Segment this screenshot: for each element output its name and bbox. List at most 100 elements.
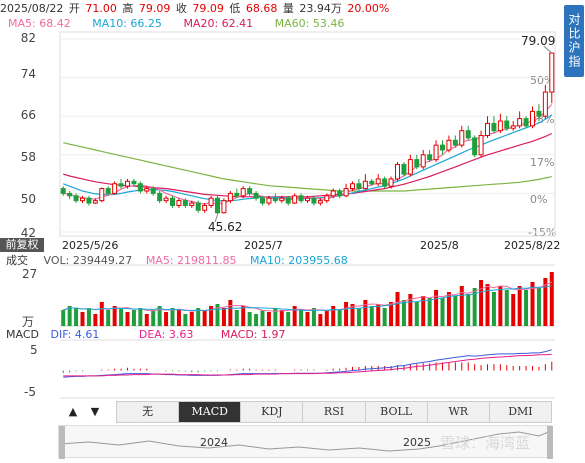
volume-bar	[440, 298, 445, 326]
vol-value: VOL: 239449.27	[43, 254, 133, 267]
candle-body	[305, 197, 310, 202]
candle-body	[125, 180, 130, 187]
volume-unit: 万	[22, 315, 35, 329]
tab-kdj[interactable]: KDJ	[241, 402, 304, 422]
candle-body	[433, 144, 439, 161]
ma10-legend: MA10: 66.25	[92, 17, 162, 30]
range-navigator[interactable]	[58, 425, 554, 459]
low-label: 低	[229, 2, 241, 15]
close-label: 收	[175, 2, 187, 15]
navigator-year: 2024	[200, 436, 228, 449]
compare-index-button[interactable]: 对比沪指	[564, 5, 584, 77]
chart-annotations	[214, 45, 553, 223]
candle-body	[144, 188, 150, 192]
candle-body	[478, 135, 484, 156]
stock-chart[interactable]	[0, 0, 585, 400]
candle-body	[485, 122, 490, 136]
volume-bar	[119, 308, 124, 326]
tab-dmi[interactable]: DMI	[508, 405, 533, 418]
date-tick: 2025/8/22	[504, 239, 561, 252]
volume-bar	[414, 302, 419, 326]
candle-body	[497, 120, 503, 132]
volume-bar	[273, 308, 278, 326]
ma20-legend: MA20: 62.41	[183, 17, 254, 30]
volume-bar	[331, 306, 336, 326]
candle-body	[536, 110, 542, 117]
price-tick: 82	[20, 31, 36, 45]
candle-body	[350, 183, 355, 190]
volume-bar	[421, 296, 426, 326]
volume-bar	[292, 306, 297, 326]
candle-body	[407, 159, 413, 175]
candle-body	[189, 202, 195, 206]
high-value: 79.09	[138, 2, 171, 15]
volume-bar	[157, 306, 162, 326]
low-pointer	[214, 214, 218, 223]
quote-info-bar: 2025/08/22 开 71.00 高 79.09 收 79.09 低 68.…	[0, 0, 560, 16]
volume-bar	[189, 312, 194, 326]
volume-bar	[138, 308, 143, 326]
pct-tick: 17%	[530, 156, 555, 169]
candle-body	[67, 192, 73, 197]
vol-ma5-line	[63, 281, 553, 312]
volume-bar	[183, 314, 188, 326]
candle-body	[227, 192, 233, 202]
candle-body	[452, 139, 458, 146]
tab-macd[interactable]: MACD	[179, 402, 242, 422]
volume-panel-header: 成交 VOL: 239449.27 MA5: 219811.85 MA10: 2…	[6, 252, 348, 268]
volume-bar	[86, 308, 91, 326]
volume-bar	[549, 272, 554, 326]
open-label: 开	[68, 2, 80, 15]
navigator-left-handle[interactable]	[59, 426, 65, 459]
price-tick: 42	[20, 226, 36, 240]
candle-body	[182, 200, 188, 206]
volume-bar	[170, 308, 175, 326]
volume-bar	[389, 302, 394, 326]
volume-bar	[498, 286, 503, 326]
volume-bar	[453, 296, 458, 326]
volume-bar	[485, 284, 490, 326]
volume-bar	[472, 288, 477, 326]
candlesticks	[60, 52, 555, 215]
candle-body	[330, 190, 336, 197]
volume-bar	[369, 306, 374, 326]
volume-bar	[241, 306, 246, 326]
tab-wr[interactable]: WR	[428, 402, 490, 422]
volume-bar	[151, 310, 156, 326]
candle-body	[504, 120, 510, 129]
tab-none[interactable]: 无	[117, 402, 180, 422]
tab-rsi[interactable]: RSI	[303, 402, 366, 422]
volume-bar	[286, 312, 291, 326]
volume-bar	[459, 286, 464, 326]
macd-value: MACD: 1.97	[220, 328, 286, 341]
candle-body	[215, 197, 220, 214]
volume-bar	[517, 286, 522, 326]
navigator-right-handle[interactable]	[547, 426, 553, 459]
candle-body	[523, 118, 529, 127]
candle-body	[414, 159, 420, 168]
candle-body	[311, 197, 317, 204]
ma60-legend: MA60: 53.46	[274, 17, 345, 30]
volume-label: 量	[282, 2, 294, 15]
candle-body	[401, 163, 407, 175]
macd-tick: -5	[24, 385, 36, 399]
candle-body	[369, 180, 375, 185]
candle-body	[60, 188, 66, 194]
price-tick: 74	[20, 67, 36, 81]
zoom-in-button[interactable]: ▲	[68, 405, 78, 418]
volume-bar	[254, 314, 259, 326]
volume-bar	[299, 310, 304, 326]
volume-bar	[74, 308, 79, 326]
adjust-mode-button[interactable]: 前复权	[0, 238, 44, 252]
volume-bar	[504, 290, 509, 326]
volume-bar	[318, 314, 323, 326]
moving-average-lines	[62, 104, 553, 205]
macd-lines	[63, 349, 552, 378]
dea-line	[63, 353, 552, 377]
macd-dea: DEA: 3.63	[138, 328, 194, 341]
price-panel-frame	[59, 31, 556, 237]
candle-body	[549, 52, 555, 93]
candle-body	[247, 188, 253, 194]
zoom-out-button[interactable]: ▼	[90, 405, 100, 418]
tab-boll[interactable]: BOLL	[366, 402, 428, 422]
